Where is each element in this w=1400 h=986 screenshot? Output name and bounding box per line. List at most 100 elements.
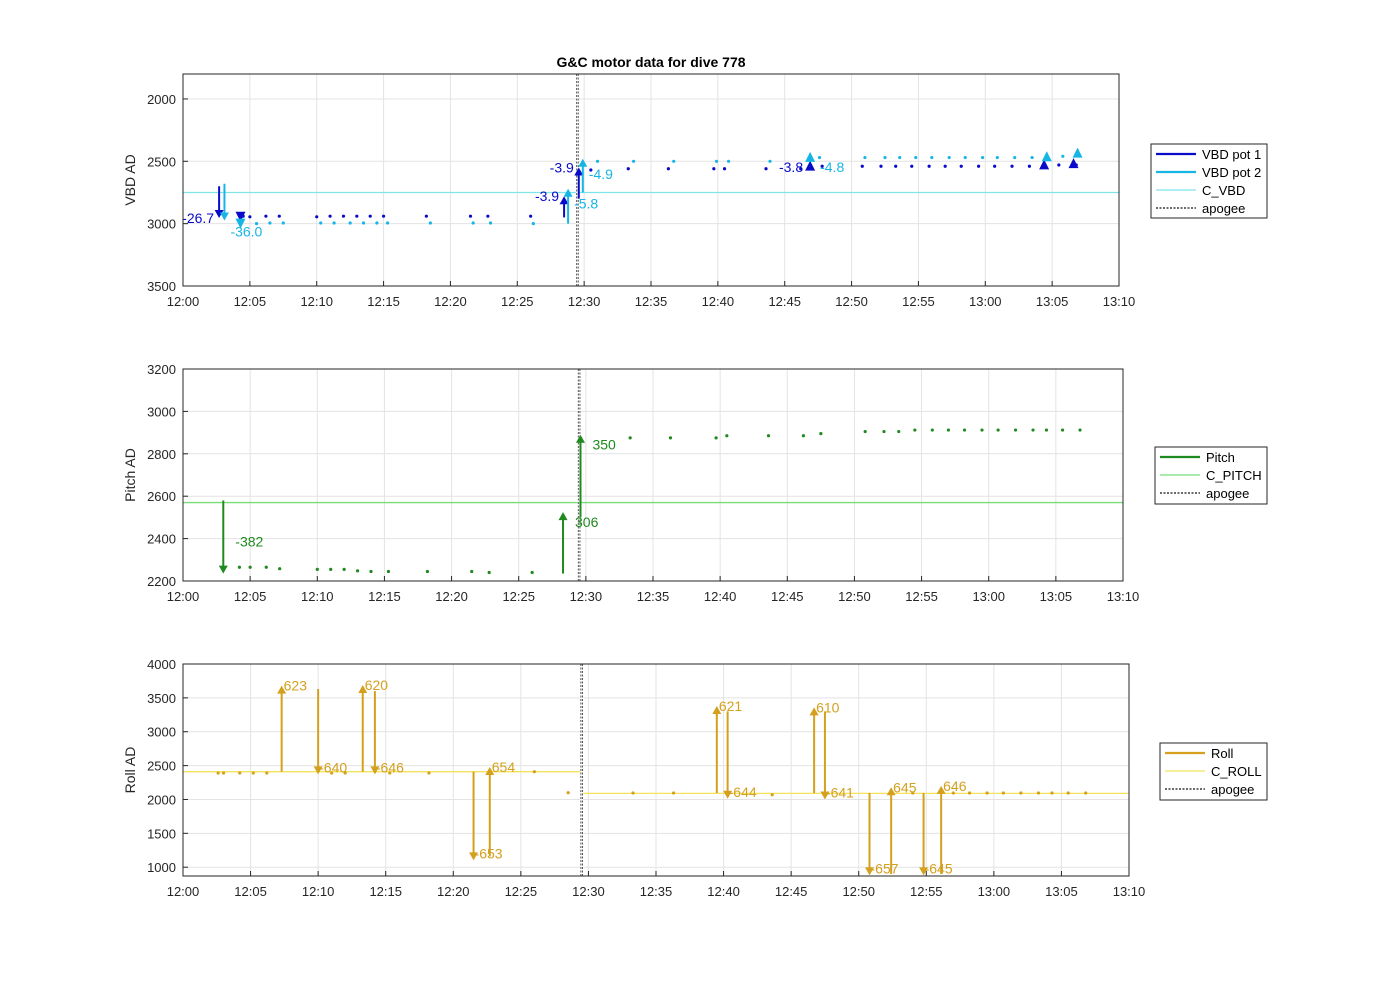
pitch-point bbox=[369, 569, 373, 574]
roll-point bbox=[388, 771, 392, 775]
x-tick-label: 12:25 bbox=[502, 589, 535, 604]
vbd-pot-2-triangle-down bbox=[235, 218, 246, 229]
y-tick-label: 2500 bbox=[147, 154, 176, 169]
y-tick-label: 1500 bbox=[147, 826, 176, 841]
y-axis-label: VBD AD bbox=[122, 154, 138, 205]
vbd-pot-2-point bbox=[914, 155, 918, 160]
pitch-point bbox=[1044, 428, 1049, 432]
x-tick-label: 12:35 bbox=[640, 884, 673, 899]
roll-move-label: -645 bbox=[925, 860, 953, 876]
x-tick-label: 12:50 bbox=[835, 294, 868, 309]
legend-label-apogee: apogee bbox=[1206, 486, 1249, 501]
pitch-point bbox=[1078, 428, 1082, 432]
vbd-pot-2-point bbox=[319, 221, 323, 225]
vbd-pot-2-point bbox=[632, 159, 636, 163]
x-tick-label: 12:35 bbox=[637, 589, 670, 604]
x-tick-label: 13:05 bbox=[1045, 884, 1078, 899]
x-tick-label: 12:00 bbox=[167, 884, 200, 899]
roll-move-label: 654 bbox=[492, 759, 516, 775]
pitch-point bbox=[315, 567, 319, 571]
y-tick-label: 2400 bbox=[147, 532, 176, 547]
x-tick-label: 12:15 bbox=[367, 294, 400, 309]
roll-point bbox=[427, 771, 431, 775]
pitch-point bbox=[801, 434, 806, 438]
x-tick-label: 13:00 bbox=[978, 884, 1011, 899]
legend-box bbox=[1150, 143, 1268, 219]
roll-point bbox=[911, 791, 915, 795]
vbd-pot-2-arrow-head bbox=[563, 188, 573, 197]
x-tick-label: 13:10 bbox=[1107, 589, 1140, 604]
vbd-pot-1-point bbox=[424, 214, 428, 218]
vbd-pot-1-point bbox=[764, 167, 768, 171]
vbd-pot-2-point bbox=[361, 221, 366, 225]
vbd-pot-1-point bbox=[666, 167, 670, 171]
pitch-point bbox=[487, 570, 491, 575]
y-tick-label: 2600 bbox=[147, 489, 176, 504]
roll-arrow-head bbox=[358, 684, 368, 693]
vbd-pot-2-point bbox=[726, 159, 731, 163]
roll-move-label: -657 bbox=[871, 860, 899, 876]
vbd-pot-1-point bbox=[722, 167, 727, 171]
vbd-pot-1-point bbox=[894, 164, 898, 168]
pitch-move-label: 306 bbox=[575, 514, 599, 530]
roll-point bbox=[343, 771, 347, 775]
x-tick-label: 12:10 bbox=[302, 884, 335, 899]
pitch-point bbox=[962, 428, 967, 432]
vbd-pot-1-arrow-head bbox=[559, 196, 569, 205]
roll-point bbox=[1066, 791, 1070, 795]
x-tick-label: 12:40 bbox=[707, 884, 740, 899]
x-tick-label: 12:40 bbox=[702, 294, 735, 309]
pitch-move-label: 350 bbox=[592, 437, 616, 453]
vbd-pot-2-triangle-up bbox=[1041, 151, 1052, 162]
vbd-pot-1-point bbox=[820, 164, 824, 168]
roll-arrow-head bbox=[469, 852, 479, 861]
roll-move-label: 621 bbox=[719, 698, 743, 714]
pitch-point bbox=[668, 436, 673, 440]
vbd-pot-2-point bbox=[385, 221, 390, 225]
legend-label-pitch: Pitch bbox=[1206, 450, 1235, 465]
roll-arrow-head bbox=[919, 867, 929, 876]
axes-frame bbox=[182, 663, 1130, 877]
vbd-pot-1-point bbox=[879, 164, 883, 168]
x-tick-label: 13:10 bbox=[1113, 884, 1146, 899]
pitch-point bbox=[996, 428, 1000, 432]
vbd-pot-2-point bbox=[1013, 155, 1017, 160]
vbd-pot-2-point bbox=[281, 221, 285, 225]
vbd-pot-2-point bbox=[268, 221, 272, 225]
roll-point bbox=[951, 791, 955, 795]
x-tick-label: 12:25 bbox=[501, 294, 534, 309]
vbd-pot-2-point bbox=[963, 155, 967, 160]
pitch-point bbox=[882, 429, 886, 434]
vbd-pot-2-point bbox=[883, 155, 887, 160]
pitch-point bbox=[248, 565, 252, 569]
pitch-point bbox=[980, 428, 984, 432]
vbd-panel: 12:00 12:05 12:10 12:15 12:20 12:25 12:30 12:35… bbox=[122, 73, 1268, 309]
roll-point bbox=[1036, 791, 1041, 795]
vbd-pot-2-point bbox=[428, 221, 432, 225]
pitch-point bbox=[530, 570, 534, 575]
vbd-pot-2-point bbox=[995, 155, 999, 160]
roll-move-label: 623 bbox=[284, 678, 308, 694]
x-tick-label: 13:05 bbox=[1040, 589, 1073, 604]
y-tick-label: 3000 bbox=[147, 725, 176, 740]
roll-point bbox=[566, 791, 570, 795]
pitch-panel: 12:00 12:05 12:10 12:15 12:20 12:25 12:30 12:35… bbox=[122, 362, 1268, 604]
vbd-pot-2-point bbox=[1061, 154, 1065, 158]
pitch-point bbox=[1060, 428, 1065, 432]
x-tick-label: 12:15 bbox=[369, 884, 402, 899]
roll-point bbox=[631, 791, 635, 795]
vbd-pot-2-triangle-up bbox=[805, 151, 816, 162]
axes-frame bbox=[182, 73, 1120, 287]
legend-label-roll: Roll bbox=[1211, 746, 1234, 761]
roll-move-label: 646 bbox=[943, 778, 967, 794]
vbd-pot-1-point bbox=[328, 214, 332, 218]
roll-arrow-head bbox=[809, 707, 819, 716]
vbd-pot-2-point bbox=[768, 159, 772, 163]
roll-arrow-head bbox=[485, 766, 495, 775]
vbd-pot-1-move-label: -3.9 bbox=[535, 188, 559, 204]
vbd-pot-2-point bbox=[332, 221, 336, 225]
vbd-pot-1-point bbox=[341, 214, 346, 218]
x-tick-label: 12:55 bbox=[902, 294, 935, 309]
vbd-pot-1-triangle-down bbox=[235, 211, 246, 222]
